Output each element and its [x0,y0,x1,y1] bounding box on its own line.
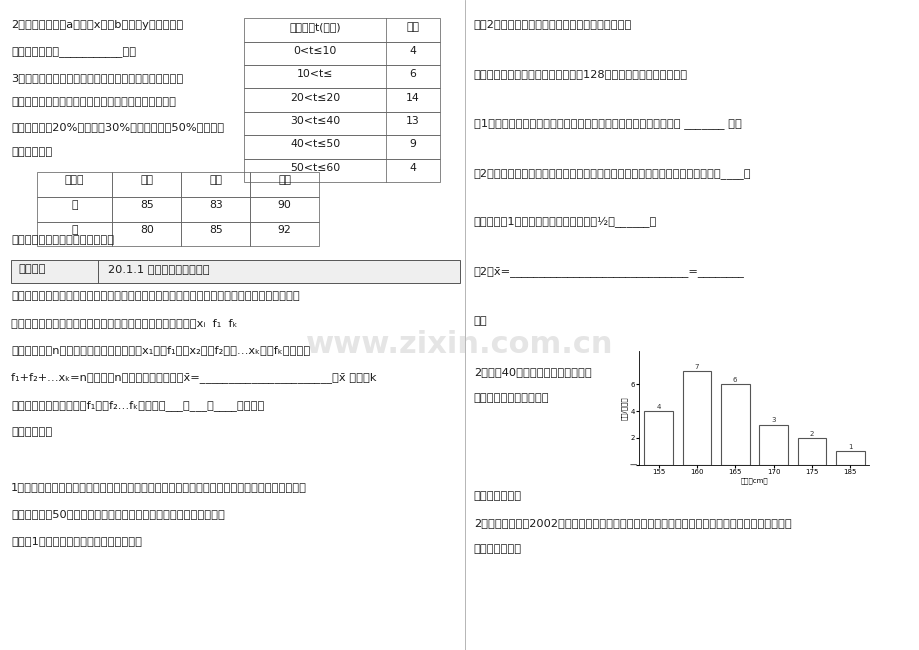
Bar [835,451,864,465]
Text: 83: 83 [209,200,222,210]
Bar [250,197,319,222]
Text: 80: 80 [140,225,153,235]
Text: 4: 4 [655,404,660,410]
Text: 聘者从笔试、面试、实习成绩三个方面表现进行评分，: 聘者从笔试、面试、实习成绩三个方面表现进行评分， [11,98,176,107]
Bar [250,172,319,197]
Text: 笔试: 笔试 [140,176,153,185]
Text: 85: 85 [209,225,222,235]
Text: 2、下表是截至到2002年费尔兹奖获得主获奖时的年龄，根据表格中的信息计算费尔兹奖获得主获奖: 2、下表是截至到2002年费尔兹奖获得主获奖时的年龄，根据表格中的信息计算费尔兹… [473,518,790,528]
Text: 〈解〉：（1）．第二组数据的组中值是½（______）: 〈解〉：（1）．第二组数据的组中值是½（______） [473,217,656,228]
Bar [37,172,112,197]
Text: 请计算该班学生平均身高: 请计算该班学生平均身高 [473,393,549,403]
Text: 面试: 面试 [209,176,222,185]
Bar [720,384,749,465]
Text: 绩如表所示：: 绩如表所示： [11,147,52,157]
Text: 人数: 人数 [406,22,419,32]
Text: 30<t≤40: 30<t≤40 [289,116,340,126]
Bar [37,222,112,246]
Text: （1）在数据分组后，一个小组的族中值是指：这个小组两端点数的 _______ 数。: （1）在数据分组后，一个小组的族中值是指：这个小组两端点数的 _______ 数… [473,118,741,129]
Text: 3、一家公司打算招聘一名部门经理，现对甲、乙两名应: 3、一家公司打算招聘一名部门经理，现对甲、乙两名应 [11,73,183,83]
Text: 分析：你知道上面是组中值吗？课本128页探究中有，你快看看吧！: 分析：你知道上面是组中值吗？课本128页探究中有，你快看看吧！ [473,69,687,79]
Text: 2、某人打靶，有a次打中x环，b次打中y环，则这个: 2、某人打靶，有a次打中x环，b次打中y环，则这个 [11,20,183,29]
Text: 7: 7 [694,364,698,370]
Text: 二：新课教学: 二：新课教学 [11,427,52,437]
Text: 2、某班40名学生身高情况如下图，: 2、某班40名学生身高情况如下图， [473,367,591,377]
Bar [112,222,181,246]
Bar [244,88,439,112]
Bar [758,424,787,465]
Text: 笔试占总成绩20%、面试占30%、实习成绩占50%，各项成: 笔试占总成绩20%、面试占30%、实习成绩占50%，各项成 [11,122,224,132]
Text: 三：课后练习：: 三：课后练习： [473,491,521,500]
Text: 时的平均年龄？: 时的平均年龄？ [473,544,521,554]
Text: 、（2）、求该班学生平均每天做数学作业所用时间: 、（2）、求该班学生平均每天做数学作业所用时间 [473,20,631,29]
Text: 2: 2 [809,431,813,437]
Bar [37,197,112,222]
Bar [244,65,439,88]
Bar [244,18,439,42]
Text: 40<t≤50: 40<t≤50 [289,139,340,150]
Text: （2）x̄=_______________________________=________: （2）x̄=_______________________________=__… [473,266,743,278]
Text: 13: 13 [406,116,419,126]
Bar [244,42,439,65]
Bar [643,411,672,465]
Bar [797,438,825,465]
Text: 10<t≤: 10<t≤ [297,69,333,79]
Text: 试判断谁会被公司录取，为什么？: 试判断谁会被公司录取，为什么？ [11,235,114,245]
Bar [244,112,439,135]
Text: 甲: 甲 [71,200,78,210]
Bar [181,197,250,222]
X-axis label: 身高（cm）: 身高（cm） [740,478,767,484]
Text: 20<t≤20: 20<t≤20 [289,92,340,103]
Text: 50<t≤60: 50<t≤60 [289,162,340,173]
Text: 3: 3 [770,417,775,423]
Bar [181,172,250,197]
Bar [112,197,181,222]
Text: 1: 1 [847,444,852,450]
Bar [682,371,710,465]
Bar [181,222,250,246]
Text: 该校初二某班50名学生某一天做数学课外作业所用时间的情况统计表: 该校初二某班50名学生某一天做数学课外作业所用时间的情况统计表 [11,509,224,519]
Bar [11,260,460,283]
Bar [112,172,181,197]
Text: 教学目标：加深对加权平均数的理解，会根据频数分布表求加权平均数，从而解决一些实际问题: 教学目标：加深对加权平均数的理解，会根据频数分布表求加权平均数，从而解决一些实际… [11,291,300,300]
Text: 90: 90 [278,200,291,210]
Text: 4: 4 [409,46,416,56]
Bar [244,159,439,182]
Text: 应聘者: 应聘者 [64,176,85,185]
Text: 85: 85 [140,200,153,210]
Bar [250,222,319,246]
Text: 92: 92 [278,225,291,235]
Text: 乙: 乙 [71,225,78,235]
Text: 6: 6 [732,377,737,383]
Text: （2）各组的实际数据可以用组中值来代替，各组数据的频数可以看作这组数据的____。: （2）各组的实际数据可以用组中值来代替，各组数据的频数可以看作这组数据的____… [473,168,751,179]
Text: 实习: 实习 [278,176,291,185]
Text: 人平均每次中靶___________环。: 人平均每次中靶___________环。 [11,47,136,57]
Text: 6: 6 [409,69,416,79]
Text: 个数的加权平均数，其中f₁，　f₂…fₖ，分别叫___　___　____　的权。: 个数的加权平均数，其中f₁， f₂…fₖ，分别叫___ ___ ____ 的权。 [11,400,264,411]
Text: 答：: 答： [473,316,487,326]
Text: 14: 14 [406,92,419,103]
Text: 0<t≤10: 0<t≤10 [293,46,336,56]
Text: 一般的：在求n个数的算术平均数时，如果x₁出现f₁次，x₂出现f₂次，…xₖ出现fₖ次（这里: 一般的：在求n个数的算术平均数时，如果x₁出现f₁次，x₂出现f₂次，…xₖ出现… [11,345,310,355]
Text: 课　　题: 课 题 [18,264,46,274]
Text: 9: 9 [409,139,416,150]
Text: 一引入新课：我们说数据的权能够反映数据的相对只要程度。xᵢ  f₁  fₖ: 一引入新课：我们说数据的权能够反映数据的相对只要程度。xᵢ f₁ fₖ [11,318,237,328]
Text: 20.1.1 平均数（第二课时）: 20.1.1 平均数（第二课时） [108,264,209,274]
Y-axis label: 频率/（人）: 频率/（人） [620,396,628,420]
Text: f₁+f₂+…xₖ=n）那么着n个数的算术平均数是x̄=_______________________。x̄ 也叫这k: f₁+f₂+…xₖ=n）那么着n个数的算术平均数是x̄=____________… [11,372,376,384]
Bar [244,135,439,159]
Text: 4: 4 [409,162,416,173]
Text: 所用时间t(分钟): 所用时间t(分钟) [289,22,341,32]
Text: 1、某校为了了解学生作课外作业所用时间的情况，对学生作课外作业所用时间进行调查，下表是: 1、某校为了了解学生作课外作业所用时间的情况，对学生作课外作业所用时间进行调查，… [11,482,307,491]
Text: （1）、第二组数据的组中值是多少？: （1）、第二组数据的组中值是多少？ [11,536,142,546]
Text: www.zixin.com.cn: www.zixin.com.cn [306,330,613,359]
